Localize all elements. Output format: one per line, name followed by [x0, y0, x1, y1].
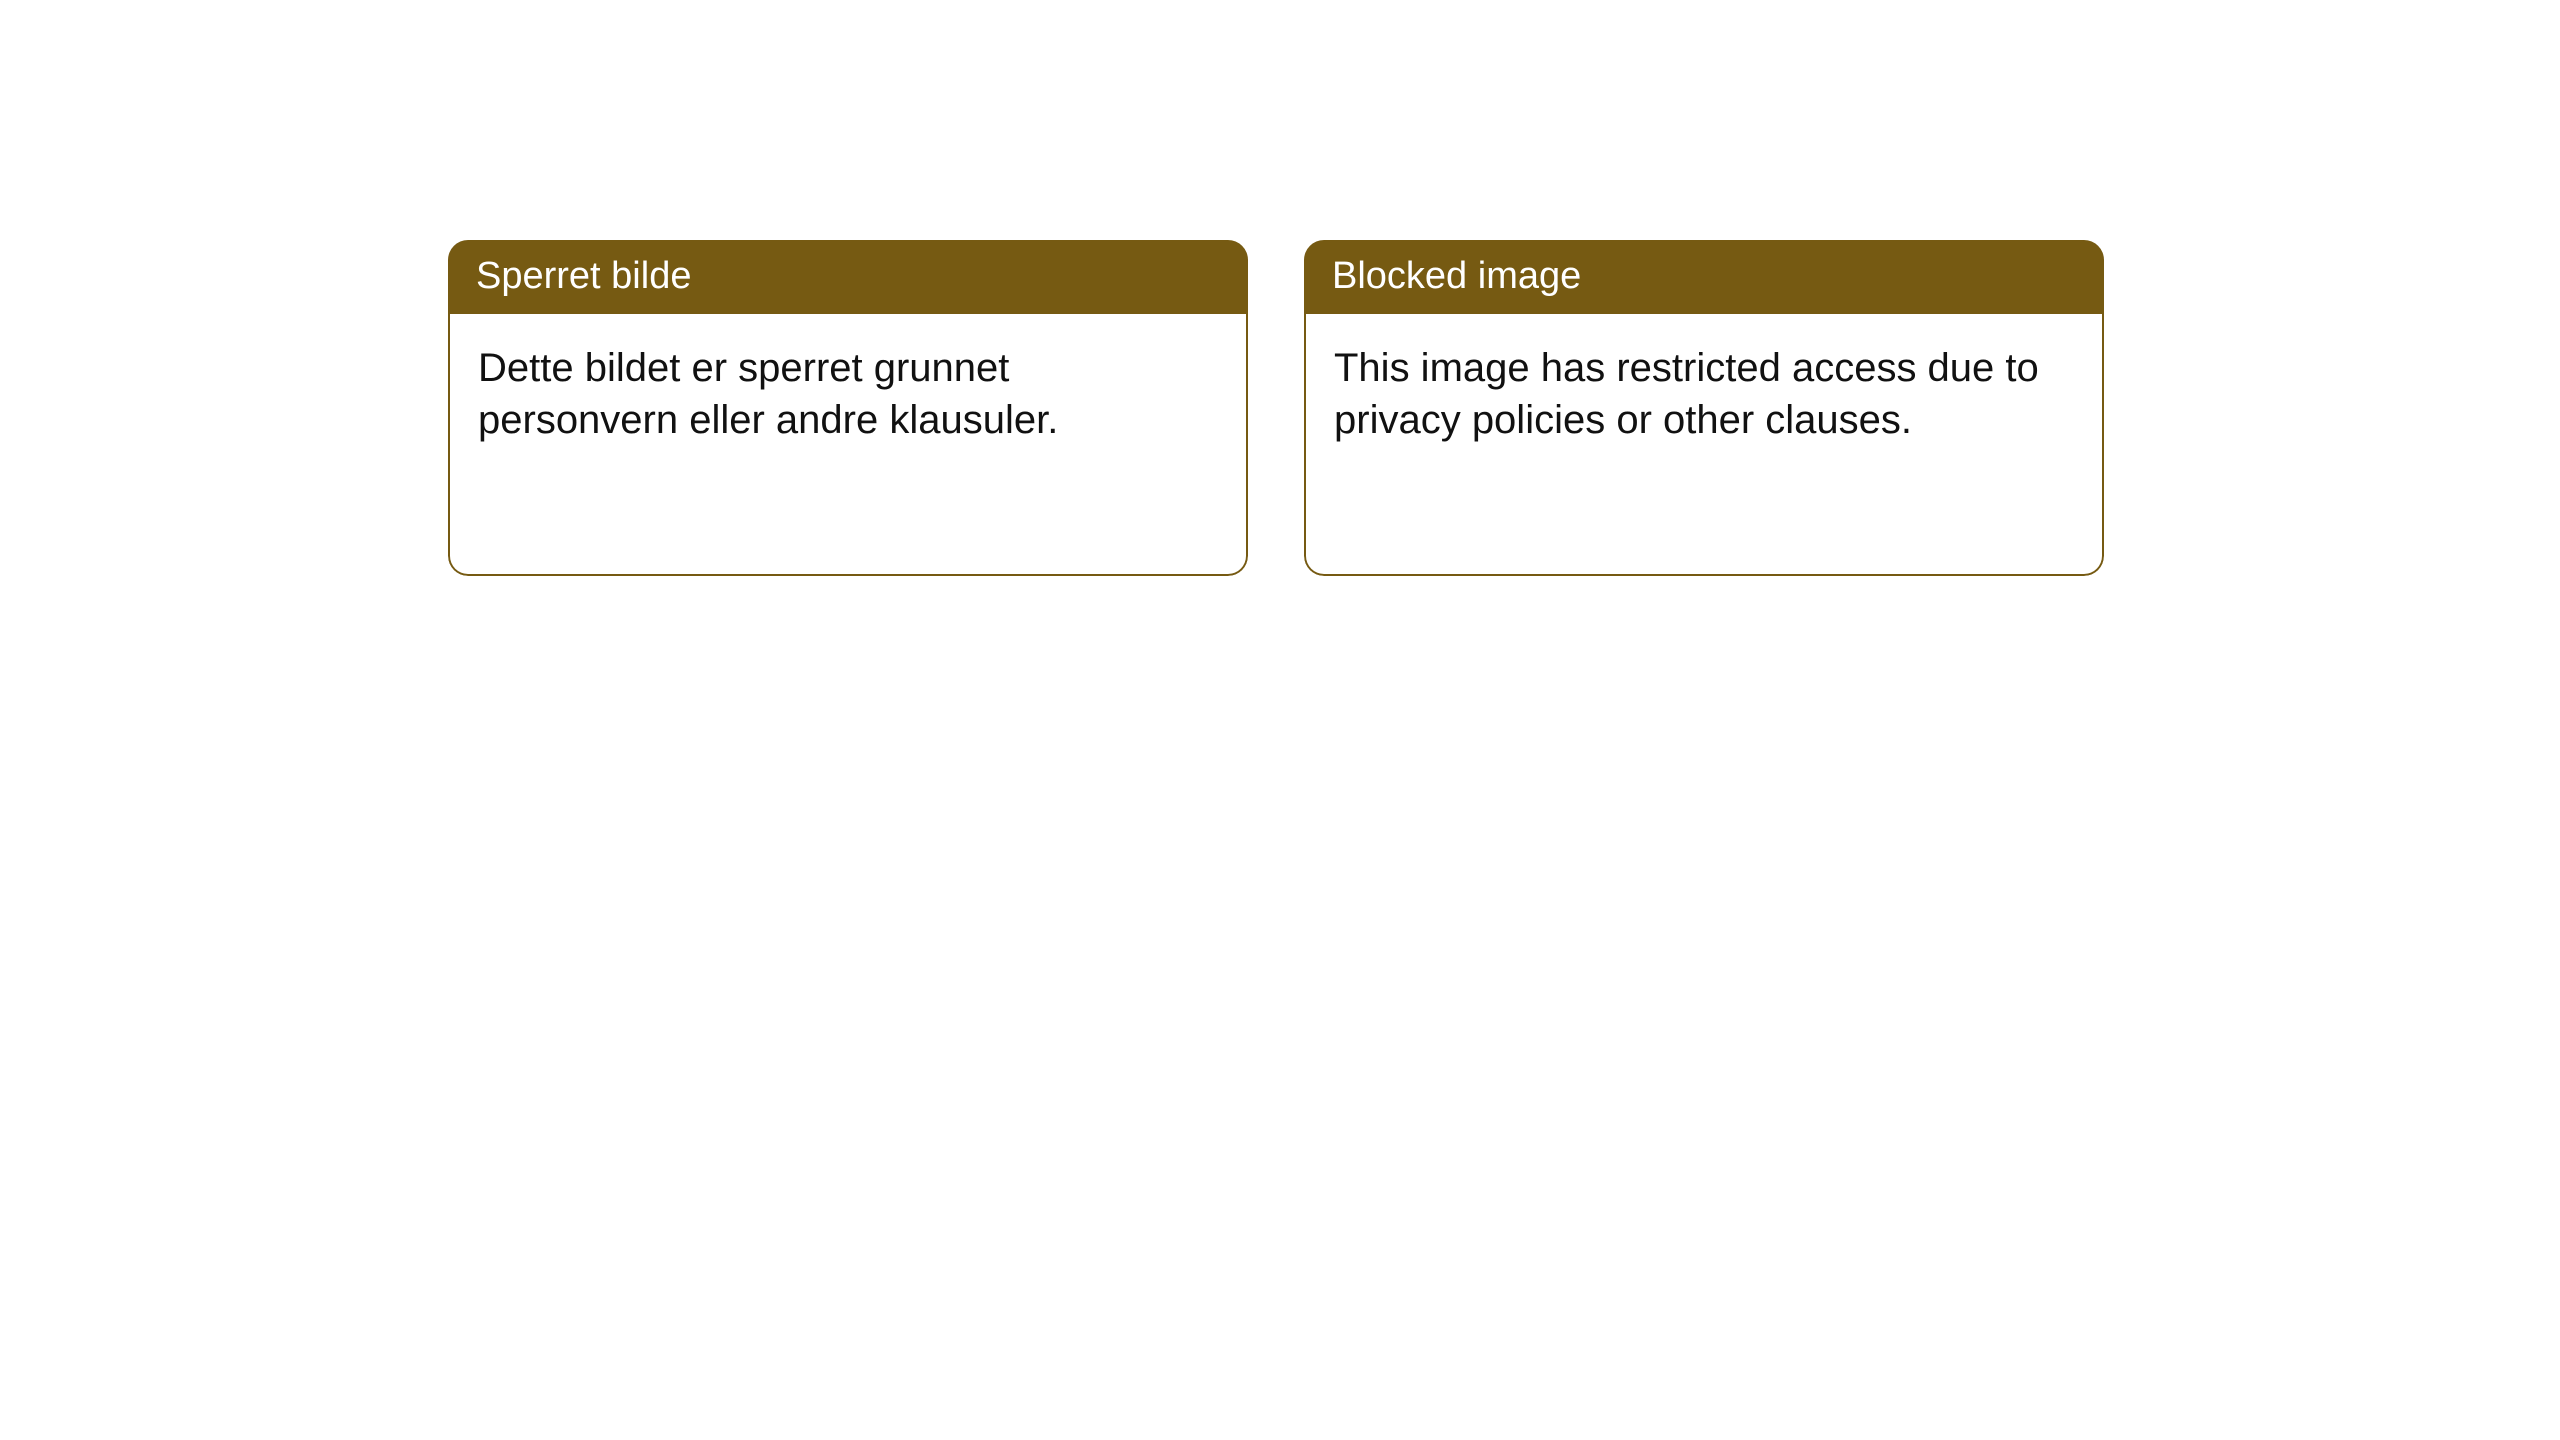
notice-card-body-wrap: Dette bildet er sperret grunnet personve… [448, 314, 1248, 576]
notice-card-en: Blocked image This image has restricted … [1304, 240, 2104, 576]
notice-card-body-wrap: This image has restricted access due to … [1304, 314, 2104, 576]
notice-card-title: Sperret bilde [476, 255, 691, 297]
notice-card-body: Dette bildet er sperret grunnet personve… [478, 346, 1058, 442]
notice-card-title: Blocked image [1332, 255, 1581, 297]
notice-card-no: Sperret bilde Dette bildet er sperret gr… [448, 240, 1248, 576]
notice-container: Sperret bilde Dette bildet er sperret gr… [448, 240, 2104, 576]
notice-card-body: This image has restricted access due to … [1334, 346, 2039, 442]
notice-card-header: Blocked image [1304, 240, 2104, 314]
notice-card-header: Sperret bilde [448, 240, 1248, 314]
